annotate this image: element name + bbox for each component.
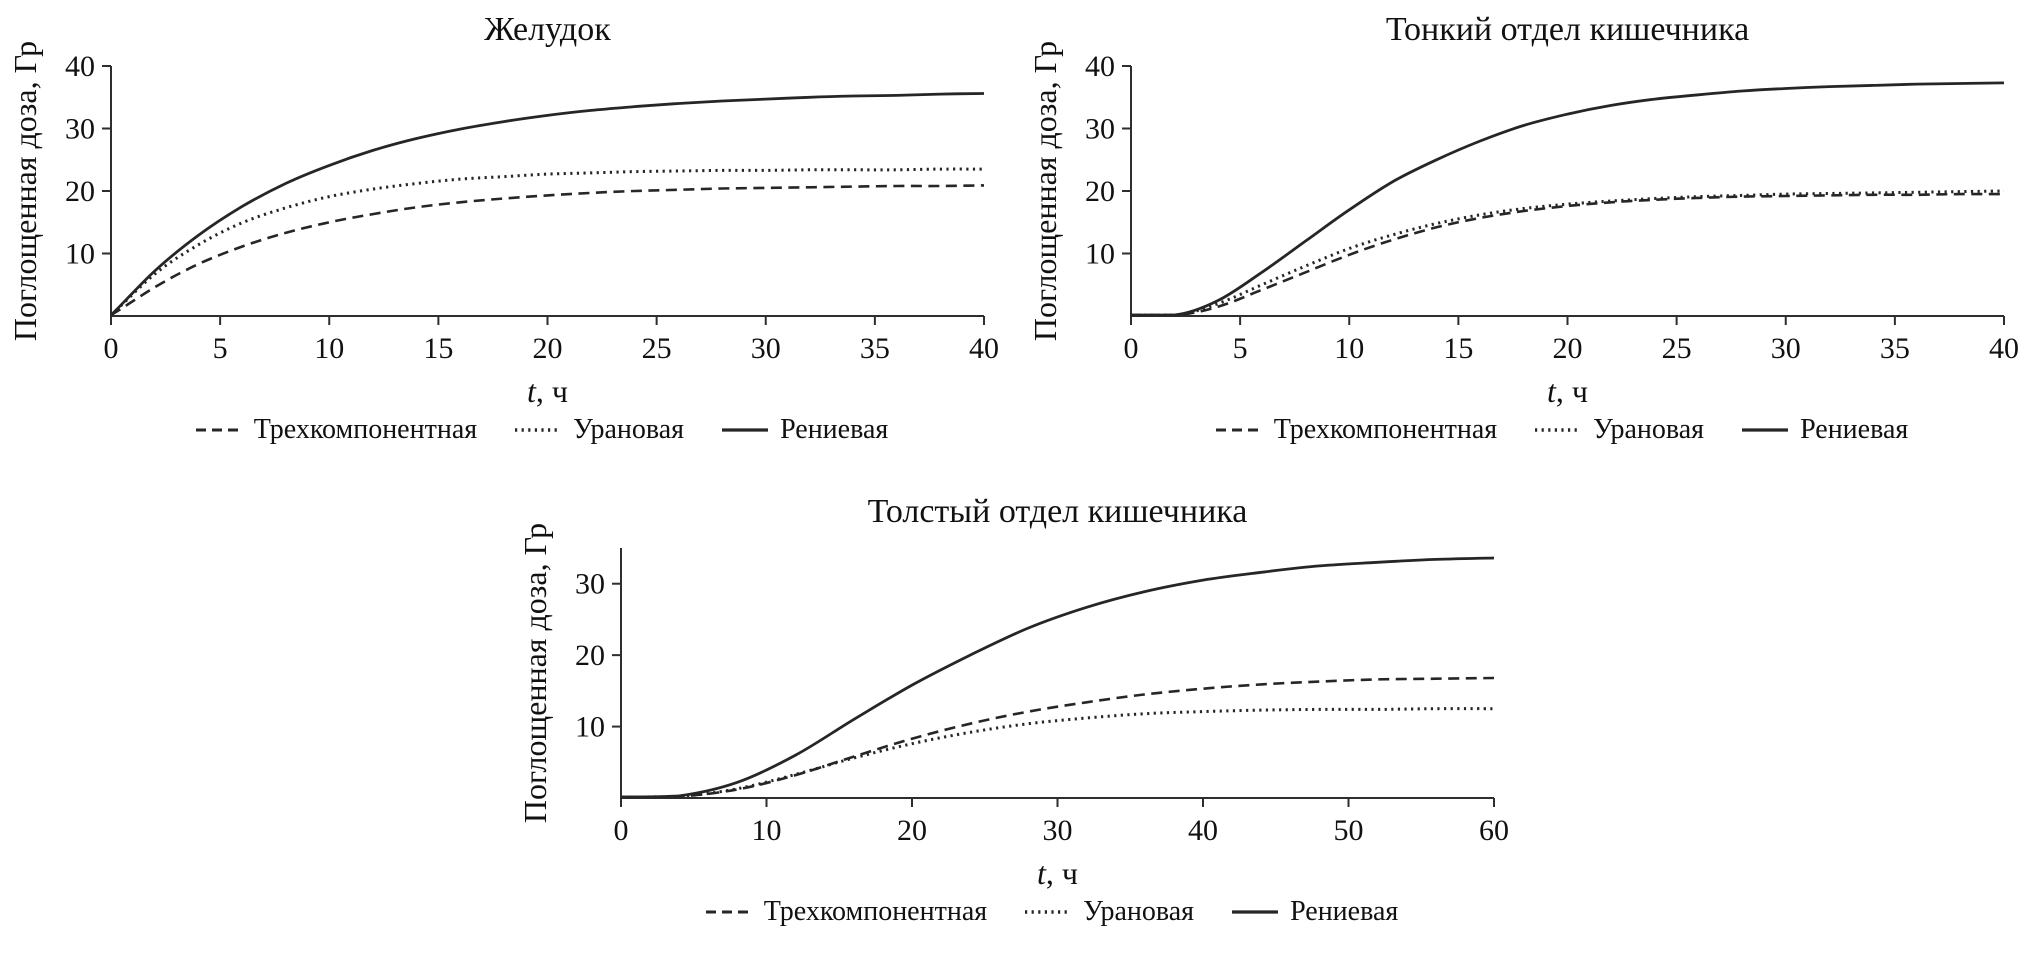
x-tick-label: 15 (423, 332, 453, 365)
axes-spines (110, 66, 984, 317)
legend-solid-line-icon (1232, 910, 1279, 914)
legend-label: Рениевая (1800, 414, 1909, 445)
top-row: Желудок Поглощенная доза, Гр 0 5 10 15 20 25 30 3… (6, 4, 2026, 446)
legend-label: Урановая (1593, 414, 1705, 445)
chart-canvas-small-intestine: Тонкий отдел кишечника Поглощенная доза, … (1027, 11, 2019, 409)
series-line-dotted (1131, 189, 2005, 317)
y-axis-label: Поглощенная доза, Гр (1027, 41, 1063, 341)
plot-area-small-intestine: Тонкий отдел кишечника Поглощенная доза, … (1026, 4, 2026, 414)
series-line-dotted (620, 707, 1495, 799)
chart-canvas-large-intestine: Толстый отдел кишечника Поглощенная доза,… (517, 493, 1509, 891)
x-tick-label: 40 (969, 332, 999, 365)
y-tick-label: 10 (575, 711, 605, 744)
series-line-dashed (620, 676, 1495, 799)
series-line-solid (1131, 81, 2005, 317)
y-axis-label: Поглощенная доза, Гр (517, 523, 553, 823)
y-tick-label: 20 (1085, 175, 1115, 208)
legend-dashed-line-icon (1215, 428, 1262, 432)
legend-item: Рениевая (720, 414, 888, 446)
x-tick-label: 25 (1662, 332, 1692, 365)
plot-area-large-intestine: Толстый отдел кишечника Поглощенная доза,… (516, 486, 1516, 896)
x-tick-label: 40 (1188, 814, 1218, 847)
legend-item: Трехкомпонентная (194, 414, 477, 446)
x-tick-label: 5 (213, 332, 228, 365)
x-tick-label: 0 (104, 332, 119, 365)
x-tick-label: 30 (1771, 332, 1801, 365)
chart-small-intestine: Тонкий отдел кишечника Поглощенная доза, … (1026, 4, 2026, 446)
legend-item: Трехкомпонентная (1214, 414, 1497, 446)
chart-title: Желудок (484, 11, 611, 48)
x-tick-label: 10 (1334, 332, 1364, 365)
legend-solid-line-icon (722, 428, 769, 432)
x-tick-label: 10 (314, 332, 344, 365)
y-tick-label: 30 (65, 113, 95, 146)
legend-large-intestine: Трехкомпонентная Урановая Рениевая (586, 896, 1516, 928)
chart-large-intestine: Толстый отдел кишечника Поглощенная доза,… (516, 486, 1516, 928)
x-axis-label: t, ч (1037, 855, 1078, 891)
x-tick-label: 20 (897, 814, 927, 847)
legend-stomach: Трехкомпонентная Урановая Рениевая (76, 414, 1006, 446)
legend-item: Урановая (1023, 896, 1194, 928)
legend-dotted-line-icon (1025, 910, 1072, 914)
legend-label: Рениевая (780, 414, 889, 445)
axes-spines (620, 548, 1494, 799)
y-tick-label: 20 (575, 639, 605, 672)
x-tick-label: 35 (860, 332, 890, 365)
legend-item: Трехкомпонентная (704, 896, 987, 928)
y-tick-label: 30 (575, 568, 605, 601)
legend-dashed-line-icon (195, 428, 242, 432)
plot-area-stomach: Желудок Поглощенная доза, Гр 0 5 10 15 20 25 30 3… (6, 4, 1006, 414)
y-tick-label: 40 (65, 50, 95, 83)
legend-label: Урановая (573, 414, 685, 445)
legend-solid-line-icon (1742, 428, 1789, 432)
y-tick-label: 40 (1085, 50, 1115, 83)
x-tick-label: 30 (1043, 814, 1073, 847)
x-tick-label: 0 (614, 814, 629, 847)
chart-title: Толстый отдел кишечника (868, 493, 1248, 530)
chart-canvas-stomach: Желудок Поглощенная доза, Гр 0 5 10 15 20 25 30 3… (7, 11, 999, 409)
x-tick-label: 30 (751, 332, 781, 365)
legend-dashed-line-icon (705, 910, 752, 914)
x-axis-label: t, ч (1547, 373, 1588, 409)
legend-label: Трехкомпонентная (763, 896, 988, 927)
axes-spines (1130, 66, 2004, 317)
legend-label: Рениевая (1290, 896, 1399, 927)
series-line-dashed (1131, 192, 2005, 317)
x-tick-label: 15 (1443, 332, 1473, 365)
legend-small-intestine: Трехкомпонентная Урановая Рениевая (1096, 414, 2026, 446)
series-line-solid (110, 92, 985, 317)
x-tick-label: 35 (1880, 332, 1910, 365)
legend-dotted-line-icon (515, 428, 562, 432)
series-line-dashed (110, 184, 985, 317)
x-tick-label: 20 (1553, 332, 1583, 365)
x-tick-label: 20 (533, 332, 563, 365)
legend-item: Урановая (513, 414, 684, 446)
legend-dotted-line-icon (1535, 428, 1582, 432)
legend-label: Урановая (1083, 896, 1195, 927)
y-tick-label: 20 (65, 175, 95, 208)
x-tick-label: 60 (1479, 814, 1509, 847)
legend-item: Рениевая (1740, 414, 1908, 446)
legend-item: Урановая (1533, 414, 1704, 446)
x-tick-label: 5 (1233, 332, 1248, 365)
legend-label: Трехкомпонентная (1273, 414, 1498, 445)
chart-stomach: Желудок Поглощенная доза, Гр 0 5 10 15 20 25 30 3… (6, 4, 1006, 446)
series-line-dotted (110, 167, 985, 317)
x-tick-label: 25 (642, 332, 672, 365)
chart-title: Тонкий отдел кишечника (1386, 11, 1749, 48)
y-axis-label: Поглощенная доза, Гр (7, 41, 43, 341)
x-axis-label: t, ч (527, 373, 568, 409)
y-tick-label: 30 (1085, 113, 1115, 146)
x-tick-label: 10 (752, 814, 782, 847)
x-tick-label: 0 (1124, 332, 1139, 365)
x-tick-label: 50 (1334, 814, 1364, 847)
legend-item: Рениевая (1230, 896, 1398, 928)
legend-label: Трехкомпонентная (253, 414, 478, 445)
series-line-solid (620, 556, 1495, 799)
y-tick-label: 10 (1085, 238, 1115, 271)
y-tick-label: 10 (65, 238, 95, 271)
x-tick-label: 40 (1989, 332, 2019, 365)
bottom-row: Толстый отдел кишечника Поглощенная доза,… (6, 486, 2026, 928)
